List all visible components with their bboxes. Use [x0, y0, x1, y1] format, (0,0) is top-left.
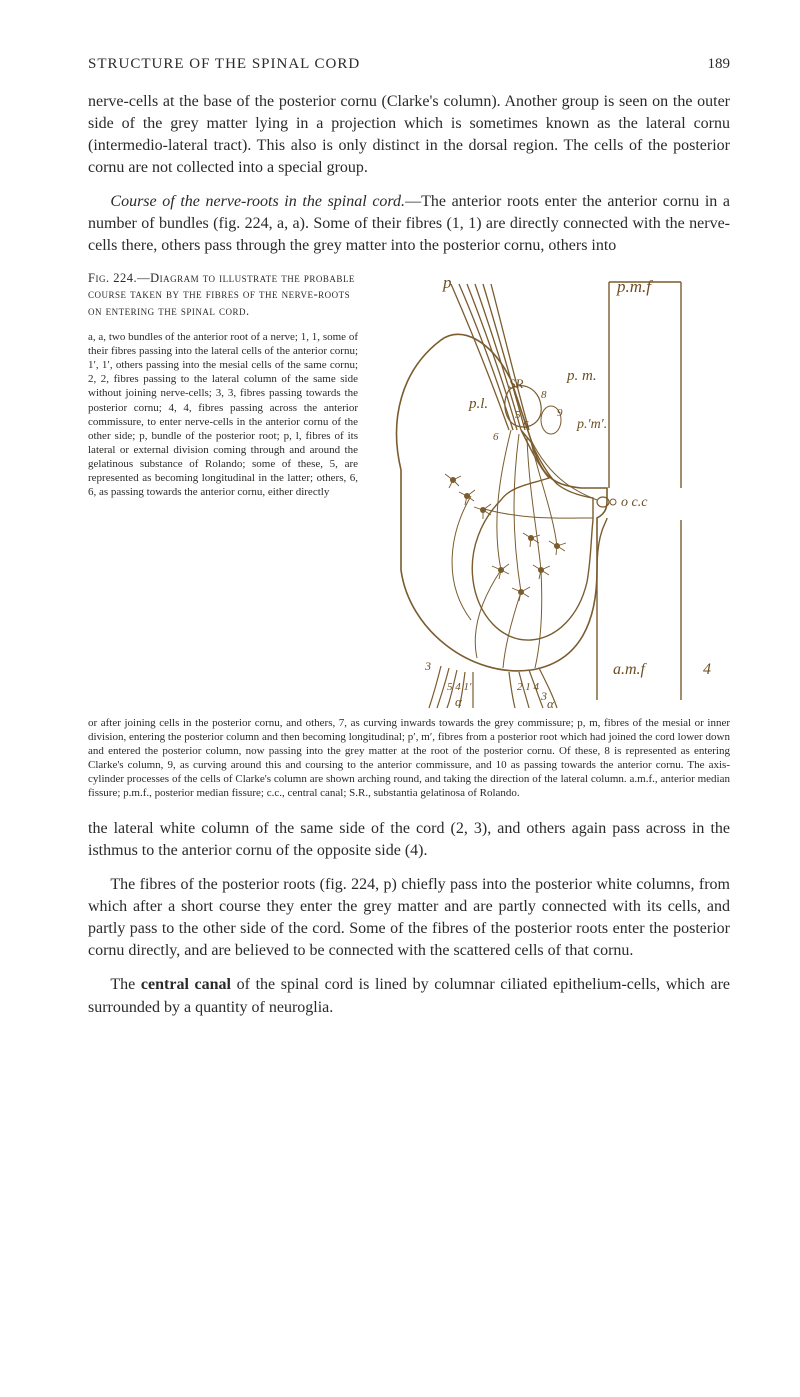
figure-legend-wide: or after joining cells in the posterior … [88, 716, 730, 800]
label-alpha2: α [547, 696, 555, 710]
running-head: STRUCTURE OF THE SPINAL CORD [88, 56, 360, 73]
label-p: p [442, 273, 452, 292]
figure-caption-text: Fig. 224.—Diagram to illustrate the prob… [88, 271, 355, 319]
label-4: 4 [703, 661, 711, 678]
label-9: 9 [557, 407, 563, 419]
label-6a: 6 [523, 419, 529, 431]
figure-caption: Fig. 224.—Diagram to illustrate the prob… [88, 270, 358, 321]
para5-lead-bold: central canal [141, 976, 231, 993]
paragraph-3: the lateral white column of the same sid… [88, 818, 730, 862]
label-5: 5 [515, 409, 521, 421]
label-pm: p. m. [566, 368, 597, 384]
figure-row: Fig. 224.—Diagram to illustrate the prob… [88, 270, 730, 710]
paragraph-2: Course of the nerve-roots in the spinal … [88, 191, 730, 257]
para5-pre: The [110, 976, 141, 993]
label-541: 5 4 1′ [447, 681, 472, 693]
figure-image-column: p p.m.f p. m. p.′m′. SR [372, 270, 730, 710]
label-amf: a.m.f [613, 661, 648, 678]
figure-legend-narrow: a, a, two bundles of the anterior root o… [88, 330, 358, 499]
label-3a: 3 [540, 689, 547, 703]
label-alpha: α [455, 694, 463, 709]
label-6b: 6 [493, 431, 499, 443]
label-3: 3 [424, 659, 431, 673]
figure-text-column: Fig. 224.—Diagram to illustrate the prob… [88, 270, 358, 500]
paragraph-5: The central canal of the spinal cord is … [88, 974, 730, 1018]
running-head-row: STRUCTURE OF THE SPINAL CORD 189 [88, 56, 730, 73]
label-SR: SR [509, 376, 524, 391]
label-pm-prime: p.′m′. [576, 417, 607, 432]
paragraph-4: The fibres of the posterior roots (fig. … [88, 874, 730, 962]
page: STRUCTURE OF THE SPINAL CORD 189 nerve-c… [0, 0, 800, 1111]
label-cc: o c.c [621, 495, 648, 510]
label-pl: p.l. [468, 396, 488, 412]
label-214: 2 1 4 [517, 681, 540, 693]
para2-lead-italic: Course of the nerve-roots in the spinal … [110, 193, 405, 210]
label-8: 8 [541, 389, 547, 401]
paragraph-1: nerve-cells at the base of the posterior… [88, 91, 730, 179]
spinal-cord-diagram: p p.m.f p. m. p.′m′. SR [381, 270, 721, 710]
page-number: 189 [708, 56, 731, 73]
label-pmf: p.m.f [616, 277, 653, 296]
